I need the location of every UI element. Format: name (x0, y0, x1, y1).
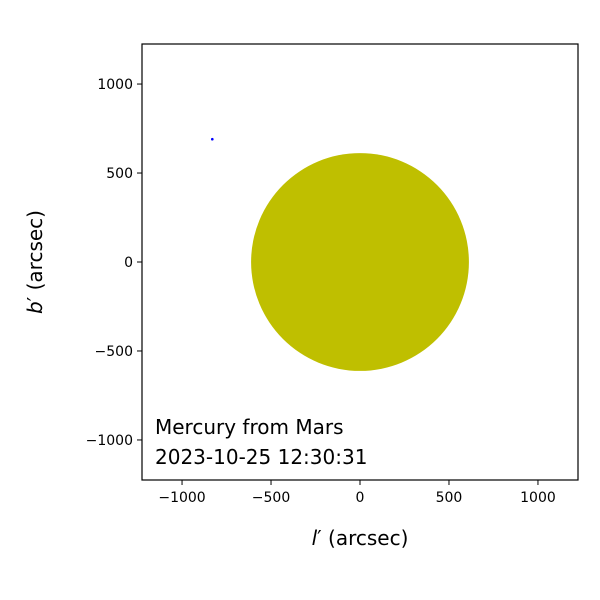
y-axis-label-prime: ′ (23, 296, 47, 301)
data-point-0 (210, 137, 214, 141)
x-tick-label: −1000 (158, 490, 205, 506)
y-axis-label-unit: (arcsec) (23, 210, 47, 297)
x-tick-label: −500 (252, 490, 290, 506)
y-tick-label: −500 (95, 344, 133, 360)
x-tick-label: 0 (356, 490, 365, 506)
x-axis-label-var: l (312, 526, 318, 550)
y-axis-label: b′ (arcsec) (23, 210, 47, 314)
x-axis-label: l′ (arcsec) (312, 526, 409, 550)
y-tick-label: 500 (106, 166, 133, 182)
x-axis-label-prime: ′ (317, 526, 322, 550)
annotation-line-2: 2023-10-25 12:30:31 (155, 445, 367, 469)
planet-disk (251, 153, 469, 371)
x-axis-label-unit: (arcsec) (322, 526, 409, 550)
y-axis-label-var: b (23, 301, 47, 314)
y-tick-label: 1000 (97, 77, 133, 93)
x-tick-label: 500 (436, 490, 463, 506)
annotation-line-1: Mercury from Mars (155, 415, 344, 439)
y-tick-label: 0 (124, 255, 133, 271)
x-tick-label: 1000 (520, 490, 556, 506)
y-tick-label: −1000 (86, 433, 133, 449)
